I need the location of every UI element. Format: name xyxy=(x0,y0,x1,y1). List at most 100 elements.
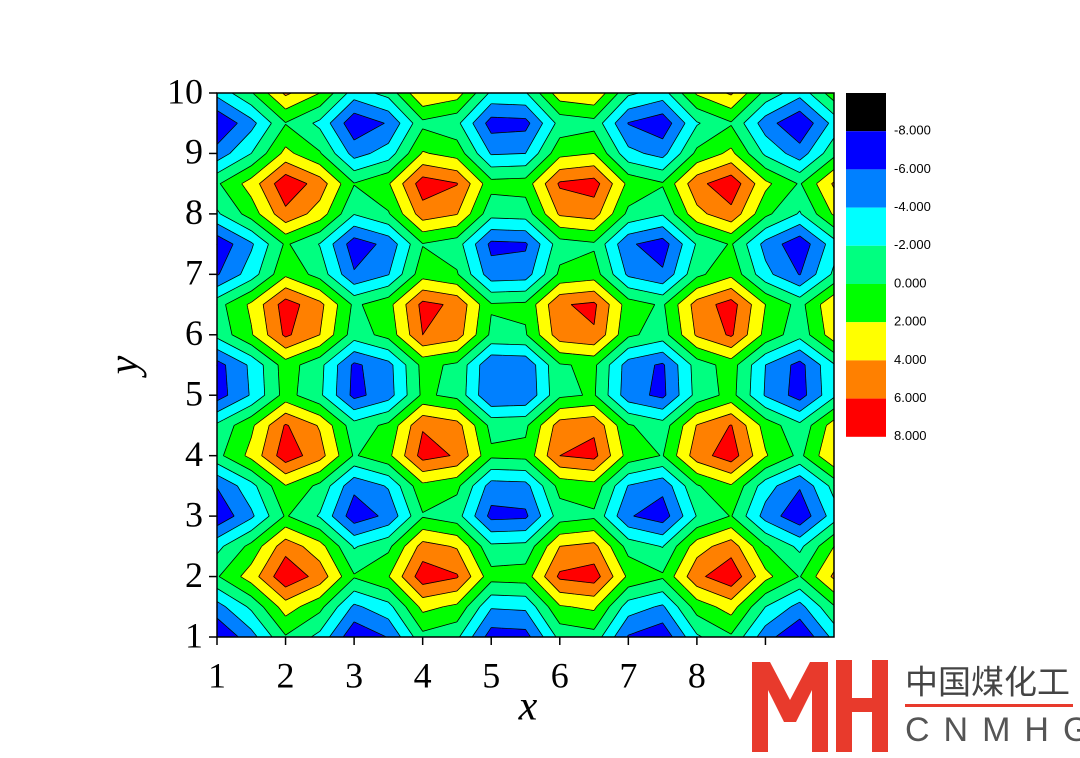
contour-line xyxy=(251,394,265,406)
contour-line xyxy=(321,302,325,305)
contour-line xyxy=(540,408,561,426)
contour-line xyxy=(319,606,338,632)
contour-line xyxy=(216,463,233,473)
contour-line xyxy=(392,278,423,305)
contour-line xyxy=(780,425,787,438)
contour-line xyxy=(612,606,623,621)
contour-line xyxy=(596,591,612,608)
contour-line xyxy=(725,334,730,337)
contour-line xyxy=(662,477,668,483)
contour-line xyxy=(697,413,732,425)
y-axis-label: y xyxy=(102,355,148,378)
contour-line xyxy=(463,177,471,184)
contour-line xyxy=(773,296,791,305)
contour-line xyxy=(825,220,835,228)
contour-line xyxy=(250,243,254,252)
contour-line xyxy=(472,123,480,135)
contour-line xyxy=(419,608,423,613)
contour-line xyxy=(478,255,484,275)
contour-line xyxy=(673,558,684,577)
contour-line xyxy=(680,197,689,215)
contour-line xyxy=(734,153,751,168)
y-tick-label: 8 xyxy=(185,192,203,232)
contour-line xyxy=(332,414,347,426)
contour-line xyxy=(696,296,707,300)
contour-line xyxy=(763,154,766,157)
contour-line xyxy=(628,633,633,636)
contour-line xyxy=(821,194,833,215)
contour-line xyxy=(622,546,626,550)
contour-line xyxy=(687,213,693,219)
contour-line xyxy=(289,149,295,154)
contour-line xyxy=(765,135,776,145)
contour-line xyxy=(818,226,835,240)
contour-line xyxy=(491,251,517,257)
contour-line xyxy=(349,394,353,398)
contour-line xyxy=(807,134,822,154)
contour-line xyxy=(273,224,286,235)
contour-line xyxy=(761,247,766,261)
contour-line xyxy=(283,335,286,338)
contour-line xyxy=(799,394,807,401)
contour-line xyxy=(482,194,492,215)
contour-line xyxy=(388,274,390,276)
contour-line xyxy=(449,545,456,549)
contour-line xyxy=(608,532,624,547)
contour-line xyxy=(319,431,325,452)
contour-line xyxy=(354,465,372,472)
contour-line xyxy=(813,110,829,124)
contour-line xyxy=(353,112,363,117)
contour-line xyxy=(778,413,800,424)
contour-line xyxy=(593,542,597,545)
contour-line xyxy=(760,243,762,248)
contour-line xyxy=(730,402,746,414)
colorbar-label: 6.000 xyxy=(894,390,927,405)
contour-line xyxy=(388,274,416,298)
contour-line xyxy=(724,219,732,223)
contour-line xyxy=(261,455,275,466)
contour-line xyxy=(319,246,327,269)
contour-line xyxy=(491,581,519,584)
contour-line xyxy=(751,353,766,366)
contour-line xyxy=(396,357,407,366)
contour-line xyxy=(653,340,663,344)
contour-line xyxy=(362,296,389,305)
contour-line xyxy=(285,183,308,207)
contour-line xyxy=(470,171,484,184)
contour-line xyxy=(731,515,750,532)
contour-line xyxy=(525,118,529,122)
contour-line xyxy=(551,583,561,593)
contour-line xyxy=(253,120,257,124)
contour-line xyxy=(681,334,690,342)
contour-line xyxy=(799,274,816,287)
contour-line xyxy=(225,364,228,387)
contour-line xyxy=(754,191,766,215)
contour-line xyxy=(472,103,492,124)
contour-line xyxy=(456,455,482,478)
contour-line xyxy=(769,572,774,577)
contour-line xyxy=(532,237,541,245)
contour-line xyxy=(799,235,805,241)
contour-line xyxy=(662,153,668,159)
contour-line xyxy=(240,250,252,275)
y-tick-label: 10 xyxy=(167,71,203,111)
contour-line xyxy=(725,459,732,463)
contour-line xyxy=(285,606,301,617)
contour-line xyxy=(422,128,444,136)
contour-line xyxy=(508,530,526,532)
contour-line xyxy=(785,437,794,456)
contour-line xyxy=(229,323,233,335)
contour-line xyxy=(671,485,679,503)
contour-line xyxy=(775,144,787,154)
contour-line xyxy=(285,538,292,542)
contour-line xyxy=(488,314,492,335)
contour-line xyxy=(686,464,698,474)
contour-line xyxy=(468,294,481,305)
contour-line xyxy=(384,96,389,99)
contour-line xyxy=(285,576,309,588)
contour-line xyxy=(256,359,264,366)
contour-line xyxy=(570,364,578,381)
contour-line xyxy=(799,153,809,161)
contour-line xyxy=(674,183,682,199)
contour-line xyxy=(607,394,619,405)
